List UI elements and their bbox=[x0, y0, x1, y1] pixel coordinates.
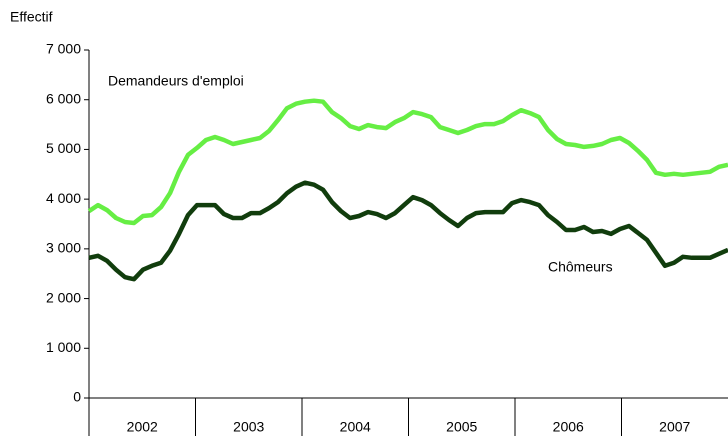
line-series bbox=[88, 180, 728, 282]
line-series bbox=[87, 98, 728, 226]
y-tick-label: 5 000 bbox=[46, 140, 81, 156]
y-tick-label: 6 000 bbox=[46, 90, 81, 106]
x-tick-label: 2002 bbox=[127, 419, 158, 435]
x-tick-label: 2003 bbox=[233, 419, 264, 435]
x-tick-label: 2004 bbox=[340, 419, 371, 435]
series-label: Chômeurs bbox=[548, 259, 613, 275]
y-axis-label: Effectif bbox=[10, 9, 53, 25]
y-tick-label: 7 000 bbox=[46, 41, 81, 57]
y-tick-label: 1 000 bbox=[46, 339, 81, 355]
x-tick-label: 2007 bbox=[659, 419, 690, 435]
x-tick-label: 2006 bbox=[553, 419, 584, 435]
y-tick-label: 4 000 bbox=[46, 190, 81, 206]
y-tick-label: 3 000 bbox=[46, 240, 81, 256]
x-tick-label: 2005 bbox=[446, 419, 477, 435]
series-label: Demandeurs d'emploi bbox=[108, 73, 244, 89]
y-tick-label: 0 bbox=[73, 389, 81, 405]
y-tick-label: 2 000 bbox=[46, 289, 81, 305]
